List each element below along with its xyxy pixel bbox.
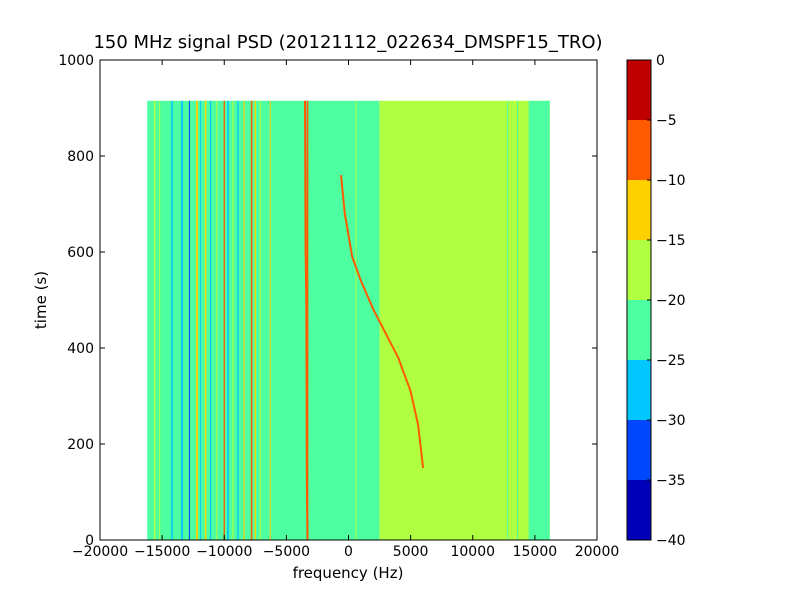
heatmap-band [250,100,253,540]
heatmap-band [181,100,183,540]
colorbar-tick-label: −5 [656,113,677,129]
heatmap-band [188,100,191,540]
heatmap-layer [147,100,550,540]
x-tick-label: −10000 [196,544,252,560]
heatmap-band [216,100,218,540]
heatmap-trace [340,175,425,469]
colorbar-tick-label: −15 [656,233,686,249]
colorbar-tick-label: −35 [656,473,686,489]
colorbar-tick-label: −30 [656,413,686,429]
y-tick-label: 600 [67,245,94,261]
x-tick-label: −20000 [72,544,128,560]
x-tick-label: 10000 [450,544,495,560]
heatmap-band [195,100,198,540]
x-axis-label: frequency (Hz) [293,564,404,582]
x-tick-label: −15000 [134,544,190,560]
heatmap-band [227,100,229,540]
x-tick-label: 15000 [513,544,558,560]
heatmap-region [147,100,380,540]
heatmap-band [259,100,261,540]
y-tick-label: 200 [67,437,94,453]
heatmap-band [507,100,509,540]
heatmap-band [517,100,519,540]
heatmap-band [209,100,212,540]
x-axis: −20000 −15000 −10000 −5000 0 5000 10000 15000 20… [72,60,619,560]
heatmap-band [200,100,202,540]
heatmap-band [204,100,207,540]
y-tick-label: 400 [67,341,94,357]
y-tick-label: 0 [85,533,94,549]
heatmap-band [243,100,245,540]
colorbar-segment [627,480,651,540]
colorbar-tick-label: −10 [656,173,686,189]
colorbar-tick-label: −40 [656,533,686,549]
heatmap-band [153,100,156,540]
y-tick-label: 1000 [58,53,94,69]
colorbar-segment [627,360,651,420]
heatmap-trace [304,100,309,540]
heatmap-region [528,100,550,540]
colorbar-segment [627,60,651,120]
x-tick-label: 20000 [575,544,620,560]
colorbar-segment [627,240,651,300]
y-axis: 0 200 400 600 800 1000 [58,53,597,549]
colorbar-segment [627,120,651,180]
y-tick-label: 800 [67,149,94,165]
x-tick-label: 0 [344,544,353,560]
heatmap-band [269,100,271,540]
colorbar-tick-label: 0 [656,53,665,69]
heatmap-band [306,100,309,540]
y-axis-label: time (s) [32,271,50,329]
x-tick-label: −5000 [263,544,310,560]
heatmap-band [159,100,161,540]
chart-title: 150 MHz signal PSD (20121112_022634_DMSP… [93,32,602,53]
heatmap-band [237,100,239,540]
colorbar-segment [627,420,651,480]
heatmap-band [223,100,225,540]
colorbar-segment [627,300,651,360]
colorbar-tick-label: −25 [656,353,686,369]
x-tick-label: 5000 [393,544,429,560]
heatmap-band [355,100,357,540]
colorbar: −40 −35 −30 −25 −20 −15 −10 −5 0 [626,53,686,549]
heatmap-band [232,100,234,540]
plot-area: −20000 −15000 −10000 −5000 0 5000 10000 15000 20… [58,53,619,560]
colorbar-segment [627,180,651,240]
heatmap-band [254,100,256,540]
heatmap-band [171,100,173,540]
colorbar-tick-label: −20 [656,293,686,309]
heatmap-region [379,100,550,540]
